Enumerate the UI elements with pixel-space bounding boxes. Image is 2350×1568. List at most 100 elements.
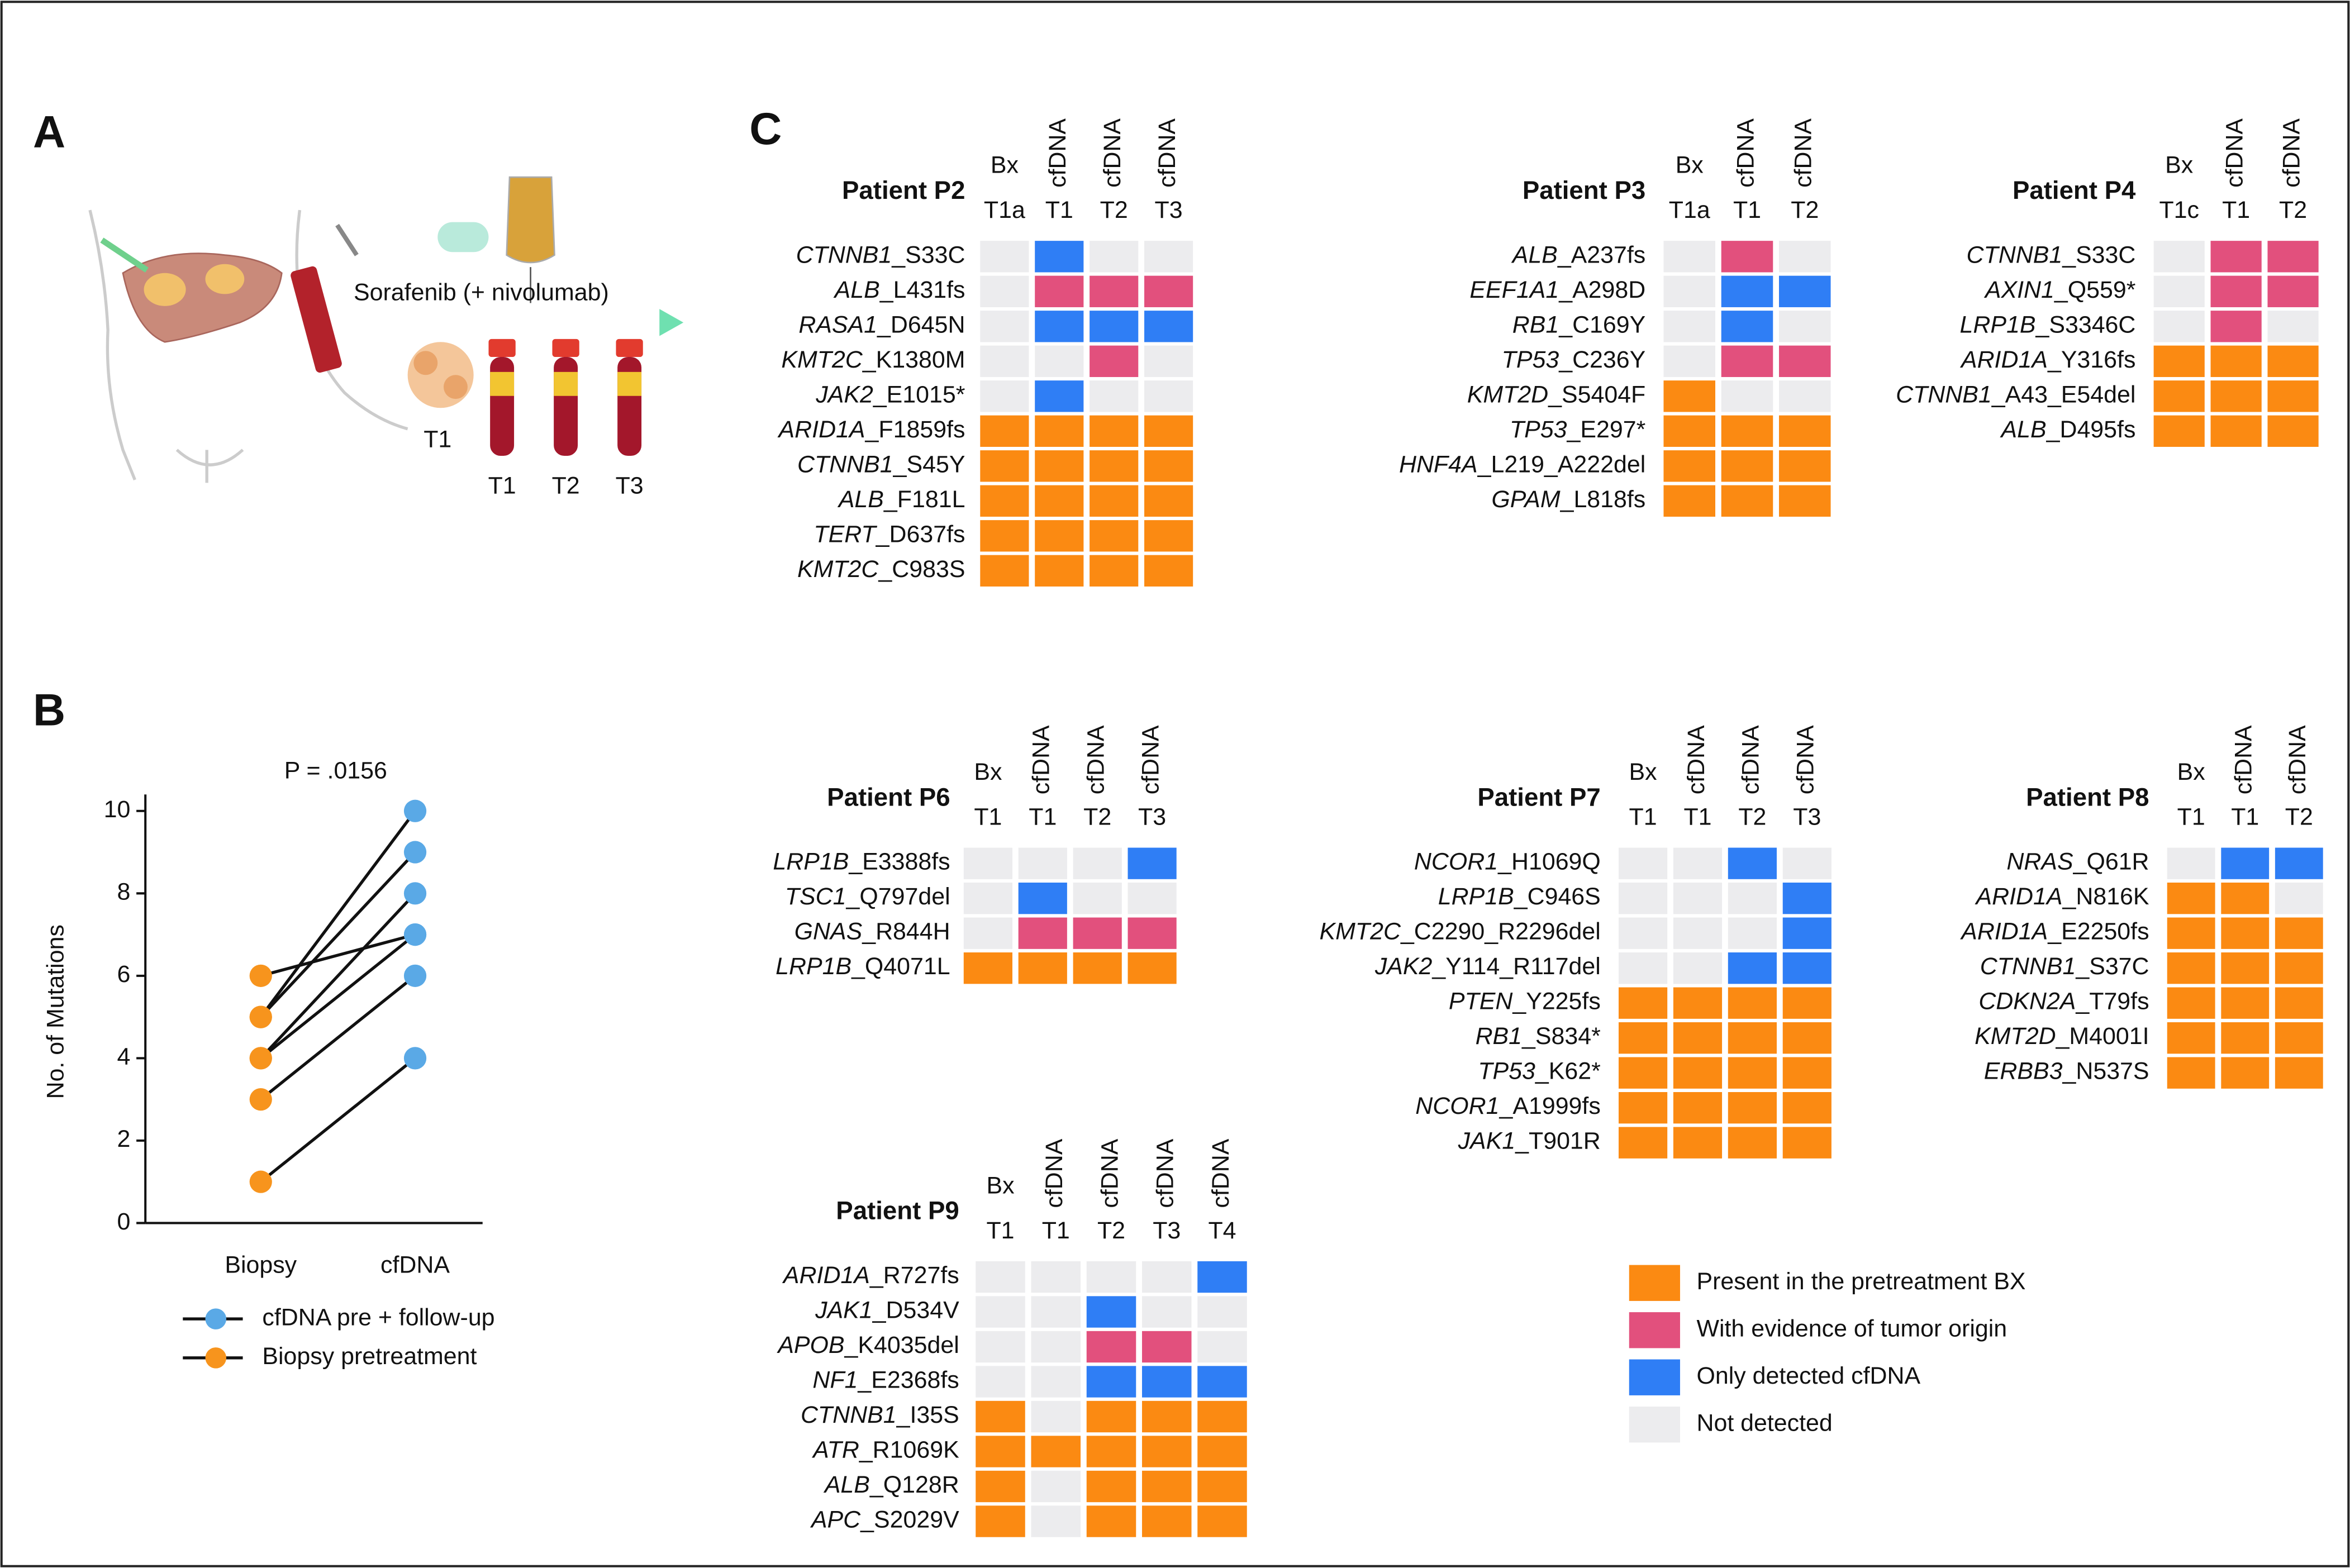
column-assay: cfDNA bbox=[2230, 725, 2257, 794]
variant: _S2029V bbox=[860, 1507, 959, 1533]
column-assay: Bx bbox=[974, 759, 1002, 785]
cell bbox=[1197, 1436, 1247, 1467]
row-label: EEF1A1_A298D bbox=[1469, 277, 1645, 303]
cell bbox=[1728, 952, 1777, 984]
cell bbox=[1673, 847, 1723, 879]
heatmap-title: Patient P3 bbox=[1523, 176, 1645, 204]
cell bbox=[1779, 485, 1831, 517]
cell bbox=[1144, 345, 1193, 377]
variant: _Y225fs bbox=[1512, 988, 1600, 1015]
variant: _S33C bbox=[891, 242, 965, 269]
cell bbox=[2267, 345, 2319, 377]
gene: ALB bbox=[823, 1471, 870, 1498]
cell bbox=[1673, 1057, 1723, 1089]
cell bbox=[980, 380, 1029, 412]
gene: APC bbox=[810, 1507, 861, 1533]
cell bbox=[1035, 555, 1084, 587]
cell bbox=[1144, 520, 1193, 552]
cell bbox=[1618, 1057, 1668, 1089]
row-label: APC_S2029V bbox=[810, 1507, 959, 1533]
cell bbox=[1073, 917, 1122, 949]
cell bbox=[1086, 1331, 1136, 1363]
row-label: ALB_Q128R bbox=[823, 1471, 959, 1498]
cell bbox=[1086, 1296, 1136, 1328]
row-label: RB1_S834* bbox=[1476, 1023, 1601, 1050]
variant: _H1069Q bbox=[1497, 849, 1601, 875]
row-label: KMT2D_S5404F bbox=[1467, 382, 1646, 408]
cell bbox=[1779, 241, 1831, 273]
column-time: T1 bbox=[1042, 1217, 1070, 1244]
column-assay: cfDNA bbox=[1738, 725, 1764, 794]
pair-line bbox=[259, 892, 416, 1060]
column-time: T1 bbox=[974, 804, 1002, 831]
cell bbox=[1090, 415, 1139, 447]
cell bbox=[1673, 883, 1723, 914]
column-assay: Bx bbox=[2165, 152, 2193, 179]
legend-dot bbox=[205, 1347, 227, 1369]
gene: AXIN1 bbox=[1983, 277, 2054, 303]
column-time: T3 bbox=[1155, 197, 1183, 223]
gene: JAK1 bbox=[815, 1297, 873, 1324]
cell bbox=[980, 450, 1029, 482]
cell bbox=[976, 1470, 1025, 1503]
row-label: JAK2_Y114_R117del bbox=[1374, 953, 1601, 980]
gene: JAK2 bbox=[1374, 953, 1433, 980]
cell bbox=[1779, 415, 1831, 447]
row-label: ARID1A_R727fs bbox=[782, 1262, 959, 1289]
cell bbox=[1721, 345, 1773, 377]
variant: _Q61R bbox=[2073, 849, 2149, 875]
cell bbox=[1663, 275, 1716, 307]
column-assay: cfDNA bbox=[1137, 725, 1164, 794]
row-label: CTNNB1_I35S bbox=[801, 1402, 959, 1428]
cell bbox=[2221, 917, 2270, 949]
cell bbox=[1090, 345, 1139, 377]
cell bbox=[1618, 1092, 1668, 1124]
cell bbox=[1197, 1400, 1247, 1433]
cell bbox=[980, 485, 1029, 517]
cell bbox=[2275, 847, 2323, 879]
row-label: JAK2_E1015* bbox=[815, 382, 965, 408]
tube-label: T3 bbox=[616, 473, 644, 499]
variant: _S33C bbox=[2062, 242, 2135, 269]
variant: _C236Y bbox=[1558, 346, 1645, 373]
cell bbox=[1673, 1022, 1723, 1054]
variant: _S45Y bbox=[893, 451, 965, 478]
cell bbox=[980, 345, 1029, 377]
row-label: ERBB3_N537S bbox=[1984, 1058, 2149, 1085]
row-label: HNF4A_L219_A222del bbox=[1399, 451, 1645, 478]
cell bbox=[1779, 450, 1831, 482]
column-time: T3 bbox=[1793, 804, 1821, 831]
cell bbox=[1128, 847, 1177, 879]
cell bbox=[1782, 1057, 1832, 1089]
tube bbox=[554, 357, 578, 456]
cell bbox=[1197, 1296, 1247, 1328]
cell bbox=[1779, 275, 1831, 307]
row-label: TP53_C236Y bbox=[1502, 346, 1646, 373]
cell bbox=[1141, 1366, 1192, 1398]
y-tick-label: 2 bbox=[117, 1126, 130, 1152]
row-label: JAK1_T901R bbox=[1458, 1128, 1601, 1155]
cell bbox=[1673, 1127, 1723, 1159]
heatmap-title: Patient P4 bbox=[2013, 176, 2136, 204]
column-time: T1 bbox=[986, 1217, 1014, 1244]
cell bbox=[1090, 485, 1139, 517]
gene: LRP1B bbox=[773, 849, 849, 875]
variant: _K1380M bbox=[862, 346, 965, 373]
column-time: T2 bbox=[1738, 804, 1766, 831]
cell bbox=[1663, 380, 1716, 412]
row-label: CTNNB1_S37C bbox=[1980, 953, 2149, 980]
cell bbox=[2275, 1022, 2323, 1054]
variant: _N537S bbox=[2062, 1058, 2149, 1085]
cell bbox=[1782, 917, 1832, 949]
variant: _E297* bbox=[1567, 416, 1646, 443]
y-axis-label: No. of Mutations bbox=[42, 924, 69, 1099]
cell bbox=[976, 1505, 1025, 1537]
cell bbox=[1090, 520, 1139, 552]
pair-line bbox=[259, 810, 417, 1018]
cell bbox=[1782, 952, 1832, 984]
variant: _S834* bbox=[1521, 1023, 1601, 1050]
tube-cap bbox=[488, 339, 516, 358]
arm-vessel bbox=[291, 266, 342, 373]
variant: _S37C bbox=[2075, 953, 2149, 980]
legend-label: With evidence of tumor origin bbox=[1696, 1316, 2007, 1342]
